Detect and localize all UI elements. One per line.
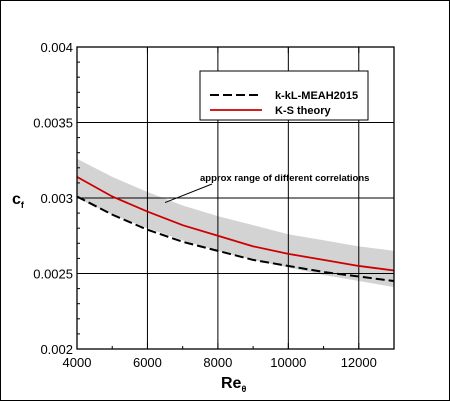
y-axis-label: cf: [12, 191, 25, 210]
y-tick-label: 0.0035: [33, 116, 73, 131]
x-tick-label: 4000: [63, 355, 92, 370]
y-tick-label: 0.003: [40, 191, 73, 206]
x-axis-label: Reθ: [221, 375, 246, 394]
legend-label-k-kl-meah2015: k-kL-MEAH2015: [275, 90, 358, 102]
x-tick-label: 6000: [133, 355, 162, 370]
annotation-text: approx range of different correlations: [200, 173, 369, 184]
y-tick-label: 0.004: [40, 40, 73, 55]
tick-layer: 4000 6000 8000 10000 12000 0.002 0.0025 0.003 0.…: [33, 40, 395, 370]
band-layer: [77, 158, 394, 288]
series-line-k-kl-meah2015: [76, 195, 395, 283]
legend-label-k-s-theory: K-S theory: [275, 105, 332, 117]
annotation-leader-line: [164, 183, 213, 203]
x-tick-label: 8000: [203, 355, 232, 370]
series-layer: [76, 176, 395, 283]
y-tick-label: 0.002: [40, 342, 73, 357]
correlation-range-band: [77, 158, 394, 288]
x-tick-label: 12000: [341, 355, 377, 370]
y-tick-label: 0.0025: [33, 267, 73, 282]
annotation: approx range of different correlations: [164, 173, 369, 203]
legend: k-kL-MEAH2015 K-S theory: [199, 70, 369, 121]
series-line-k-s-theory: [76, 176, 395, 272]
x-tick-label: 10000: [270, 355, 306, 370]
